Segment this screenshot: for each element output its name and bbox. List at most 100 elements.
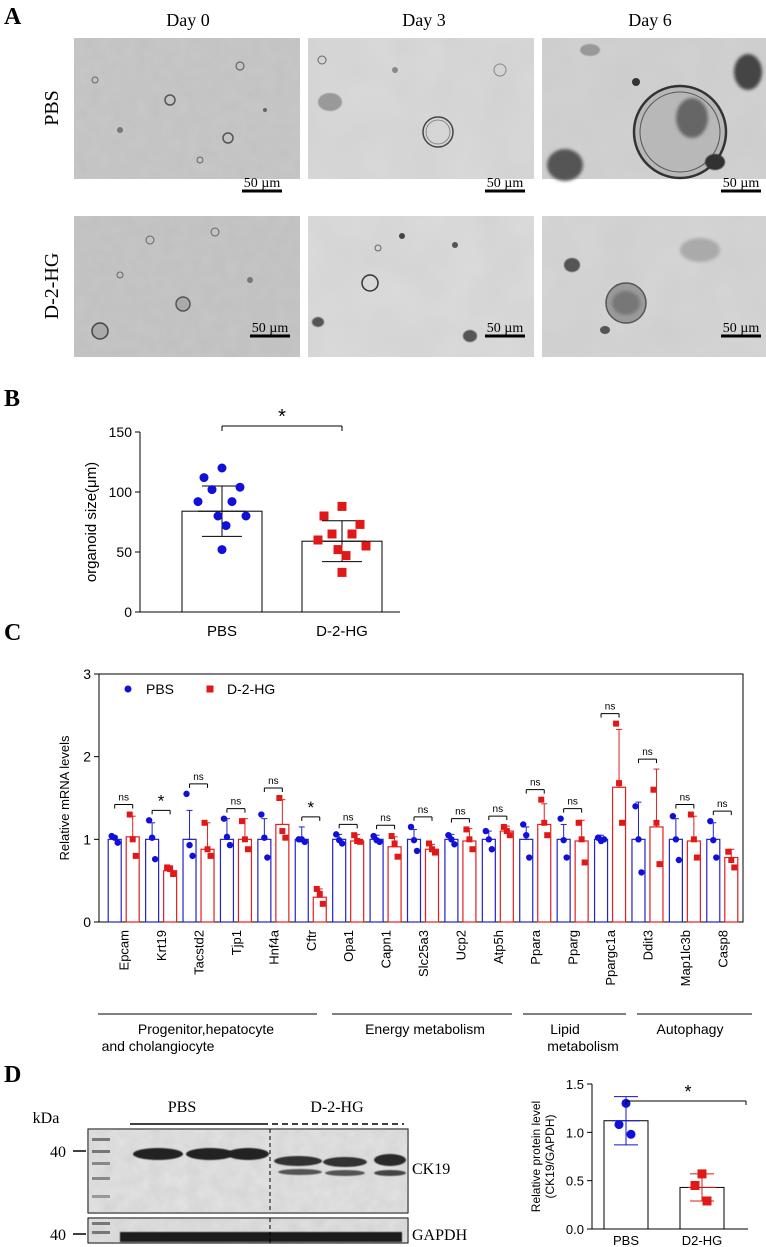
data-point-pbs: [264, 854, 271, 861]
data-point-d2hg: [126, 811, 133, 818]
blot-label-gapdh: GAPDH: [412, 1227, 468, 1244]
data-point: [213, 511, 223, 521]
y-axis-label: Relative mRNA levels: [57, 735, 72, 860]
x-tick-label: Casp8: [715, 930, 730, 968]
data-point-d2hg: [575, 819, 582, 826]
x-tick-label: PBS: [207, 623, 237, 640]
significance-label: *: [684, 1082, 691, 1102]
data-point-pbs: [410, 836, 418, 844]
data-point: [199, 473, 209, 483]
data-point: [207, 485, 217, 495]
micrograph-d2hg-day3: [308, 216, 534, 357]
significance-label: ns: [231, 797, 242, 808]
group-label-lipid-2: metabolism: [547, 1038, 619, 1054]
data-point-pbs: [526, 854, 533, 861]
data-point: [337, 567, 347, 577]
group-label-lipid: Lipid: [550, 1021, 580, 1037]
data-point-d2hg: [201, 819, 208, 826]
data-point: [626, 1129, 636, 1139]
y-tick-label: 0: [83, 914, 91, 930]
data-point-d2hg: [319, 900, 326, 907]
data-point: [319, 511, 329, 521]
bar-d2hg: [574, 840, 589, 923]
data-point-d2hg: [276, 795, 283, 801]
group-label-energy: Energy metabolism: [365, 1021, 485, 1037]
scale-bar-label: 50 µm: [487, 321, 524, 336]
panel-a: A Day 0 Day 3 Day 6 PBS D-2-HG: [4, 4, 766, 357]
data-point-pbs: [638, 869, 645, 876]
chart-organoid-size: 0 50 100 150 organoid size(μm) PBS D-2-HG *: [83, 406, 400, 640]
data-point-pbs: [189, 852, 196, 860]
y-tick-label: 1.5: [566, 1077, 584, 1092]
x-tick-label: Atp5h: [491, 930, 506, 964]
bar-d2hg: [163, 870, 178, 923]
row-label-d2hg: D-2-HG: [41, 253, 63, 320]
data-point-d2hg: [316, 890, 323, 897]
data-point-pbs: [488, 846, 496, 853]
legend-marker-d2hg: [206, 685, 214, 693]
y-tick-label: 1.0: [566, 1125, 584, 1140]
bar-pbs: [668, 838, 683, 923]
y-tick-label: 0: [124, 604, 132, 620]
data-point-pbs: [675, 856, 683, 864]
data-point-pbs: [145, 817, 153, 824]
significance-label: ns: [118, 793, 129, 804]
data-point-pbs: [600, 836, 608, 843]
data-point-d2hg: [544, 832, 551, 839]
data-point-pbs: [451, 841, 458, 848]
data-point-pbs: [223, 833, 231, 841]
data-point-d2hg: [469, 846, 476, 853]
data-point: [313, 535, 323, 545]
data-point-d2hg: [578, 836, 585, 843]
x-tick-label: D2-HG: [682, 1233, 722, 1247]
bar-pbs: [107, 838, 122, 923]
panel-d: D kDa PBS D-2-HG: [4, 1062, 748, 1247]
x-tick-label: Hnf4a: [266, 929, 281, 964]
data-point-pbs: [183, 790, 190, 798]
data-point-pbs: [669, 812, 677, 820]
data-point: [697, 1169, 707, 1179]
data-point-d2hg: [167, 866, 174, 873]
micrograph-pbs-day6: [542, 38, 766, 181]
significance-label: ns: [717, 799, 728, 810]
data-point-d2hg: [432, 849, 438, 856]
data-point-pbs: [413, 847, 421, 855]
bar-d2hg: [350, 840, 365, 923]
data-point: [227, 497, 237, 507]
x-tick-label: PBS: [613, 1233, 639, 1247]
bar-pbs: [257, 838, 272, 923]
data-point-pbs: [710, 836, 717, 844]
bar-pbs: [182, 838, 197, 923]
data-point: [347, 529, 357, 539]
day-label-0: Day 0: [166, 10, 210, 30]
data-point-d2hg: [391, 840, 398, 847]
y-axis-label: Relative protein level: [529, 1101, 543, 1212]
data-point-d2hg: [616, 780, 623, 787]
y-tick-label: 50: [116, 544, 132, 560]
data-point-d2hg: [238, 818, 245, 825]
blot-group-d2hg: D-2-HG: [310, 1099, 364, 1116]
data-point: [614, 1120, 624, 1130]
y-tick-label: 2: [83, 749, 91, 765]
y-tick-label: 3: [83, 666, 91, 682]
data-point-d2hg: [279, 828, 286, 835]
row-label-pbs: PBS: [41, 90, 63, 126]
x-tick-label: Epcam: [117, 930, 132, 970]
data-point-pbs: [332, 831, 340, 838]
bar-d2hg: [499, 830, 514, 923]
data-point: [361, 541, 371, 551]
x-tick-label: Capn1: [379, 930, 394, 968]
x-tick-label: Ppara: [528, 929, 543, 964]
data-point-d2hg: [619, 819, 626, 826]
data-point-pbs: [563, 854, 570, 861]
data-point-pbs: [301, 838, 308, 846]
data-point-pbs: [635, 836, 642, 843]
significance-label: ns: [642, 747, 653, 758]
significance-label: *: [158, 791, 165, 810]
y-tick-label: 100: [109, 484, 133, 500]
data-point-d2hg: [426, 840, 432, 847]
significance-label: ns: [418, 805, 429, 816]
data-point: [193, 497, 203, 507]
y-axis-label: organoid size(μm): [83, 462, 100, 582]
micrograph-d2hg-day0: [74, 216, 300, 357]
